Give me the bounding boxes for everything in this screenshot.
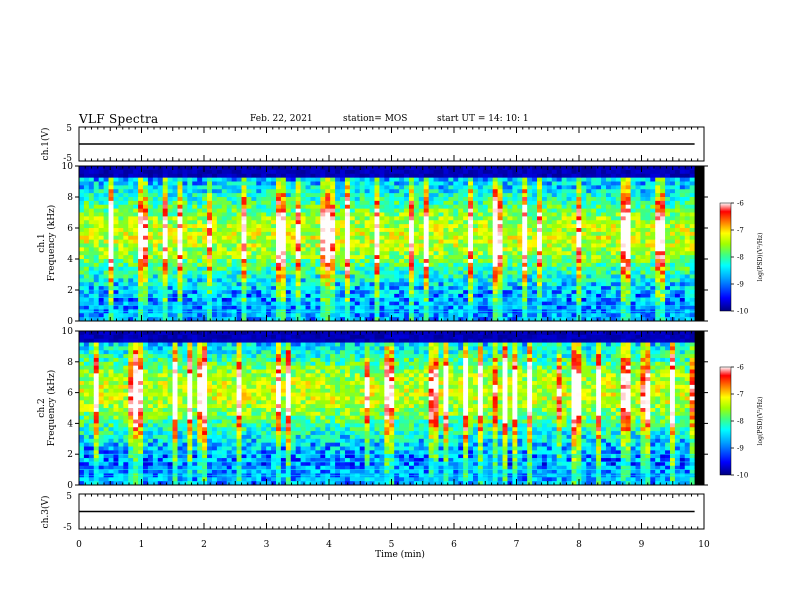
ch1-colorbar: -6 -7 -8 -9 -10 log(PSD)(V²/Hz) [719, 200, 764, 316]
ch1-ytick-5: 5 [66, 124, 72, 134]
frequency-tick-label: 10 [62, 327, 74, 337]
ch1-ytick-neg5: -5 [63, 154, 72, 164]
ch2-spectrogram-ylabel-line2: Frequency (kHz) [46, 370, 57, 447]
ch2-spectrogram-panel: 0 2 4 6 8 10 ch.2 Frequency (kHz) [37, 327, 708, 491]
ch3-ytick-5: 5 [66, 492, 72, 502]
colorbar-tick-label: -8 [737, 254, 744, 262]
x-tick-label: 10 [698, 540, 710, 550]
x-tick-label: 6 [451, 540, 457, 550]
colorbar-tick-label: -8 [737, 418, 744, 426]
x-tick-label: 5 [389, 540, 395, 550]
chart-title: VLF Spectra [79, 112, 159, 126]
ch1-colorbar-scale [719, 202, 732, 312]
colorbar-tick-label: -6 [737, 364, 744, 372]
frequency-tick-label: 4 [67, 255, 73, 265]
x-tick-label: 4 [326, 540, 332, 550]
frequency-tick-label: 2 [67, 450, 73, 460]
ch3-waveform-panel: 5 -5 ch.3(V) [40, 492, 705, 533]
colorbar-tick-label: -10 [737, 308, 748, 316]
frequency-tick-label: 6 [67, 224, 73, 234]
ch2-spectrogram-image [79, 331, 705, 486]
ch1-spectrogram-ylabel-line2: Frequency (kHz) [46, 205, 57, 282]
x-axis-label: Time (min) [375, 549, 425, 560]
frequency-tick-label: 6 [67, 389, 73, 399]
x-tick-label: 0 [76, 540, 82, 550]
ch1-spectrogram-panel: 0 2 4 6 8 10 ch.1 Frequency (kHz) [37, 162, 708, 327]
frequency-tick-label: 2 [67, 286, 73, 296]
ch1-spectrogram-ylabel-line1: ch.1 [37, 233, 47, 252]
ch2-spectrogram-ylabel-line1: ch.2 [37, 398, 47, 417]
x-axis: 0 1 2 3 4 5 6 7 8 9 10 [76, 540, 710, 550]
x-tick-label: 1 [139, 540, 145, 550]
colorbar-tick-label: -6 [737, 200, 744, 208]
x-tick-label: 9 [639, 540, 645, 550]
date-label: Feb. 22, 2021 [250, 114, 313, 124]
x-tick-label: 8 [576, 540, 582, 550]
colorbar-tick-label: -10 [737, 472, 748, 480]
frequency-tick-label: 4 [67, 419, 73, 429]
x-tick-label: 2 [201, 540, 207, 550]
ch1-colorbar-label: log(PSD)(V²/Hz) [757, 233, 764, 282]
frequency-tick-label: 8 [67, 358, 73, 368]
frequency-tick-label: 0 [67, 317, 73, 327]
colorbar-tick-label: -9 [737, 281, 744, 289]
x-tick-label: 3 [264, 540, 270, 550]
colorbar-tick-label: -7 [737, 227, 744, 235]
frequency-tick-label: 10 [62, 162, 74, 172]
frequency-tick-label: 8 [67, 193, 73, 203]
ch2-colorbar: -6 -7 -8 -9 -10 log(PSD)(V²/Hz) [719, 364, 764, 480]
x-tick-label: 7 [514, 540, 520, 550]
ch2-colorbar-scale [719, 366, 732, 476]
frequency-tick-label: 0 [67, 481, 73, 491]
start-time-label: start UT = 14: 10: 1 [437, 114, 529, 124]
ch1-spectrogram-image [79, 166, 705, 322]
station-label: station= MOS [343, 114, 408, 124]
ch1-waveform-panel: 5 -5 ch.1(V) [40, 124, 705, 164]
ch3-ytick-neg5: -5 [63, 523, 72, 533]
ch1-waveform-ylabel: ch.1(V) [40, 128, 51, 161]
ch3-waveform-ylabel: ch.3(V) [40, 496, 51, 529]
colorbar-tick-label: -7 [737, 391, 744, 399]
ch2-colorbar-label: log(PSD)(V²/Hz) [757, 397, 764, 446]
colorbar-tick-label: -9 [737, 445, 744, 453]
